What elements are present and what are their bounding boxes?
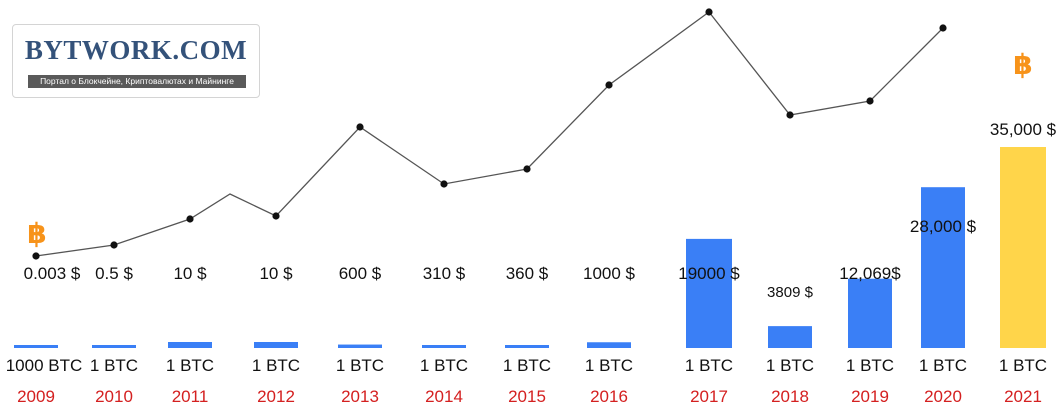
trend-line [35, 11, 944, 257]
price-label: 19000 $ [678, 264, 740, 283]
trend-point-2013 [356, 123, 364, 131]
trend-point-2020 [939, 24, 947, 32]
price-label: 310 $ [423, 264, 466, 283]
bar-2015 [505, 345, 549, 348]
amount-label: 1 BTC [585, 356, 633, 375]
bar-2019 [848, 278, 892, 348]
year-label: 2019 [851, 387, 889, 406]
year-label: 2012 [257, 387, 295, 406]
trend-point-2010 [110, 241, 118, 249]
bar-2017 [686, 238, 732, 348]
price-label: 0.5 $ [95, 264, 133, 283]
bitcoin-icon: ฿ [27, 217, 46, 250]
year-label: 2015 [508, 387, 546, 406]
price-label: 28,000 $ [910, 217, 977, 236]
year-label: 2010 [95, 387, 133, 406]
trend-point-2017 [705, 8, 713, 16]
trend-point-2014 [440, 180, 448, 188]
logo-tagline: Портал о Блокчейне, Криптовалютах и Майн… [28, 75, 246, 88]
price-label: 0.003 $ [24, 264, 81, 283]
amount-label: 1 BTC [503, 356, 551, 375]
amount-label: 1 BTC [999, 356, 1047, 375]
price-label: 12,069$ [839, 264, 901, 283]
bar-2009 [14, 345, 58, 348]
bar-2018 [768, 326, 812, 348]
trend-point-2009 [32, 252, 40, 260]
year-label: 2013 [341, 387, 379, 406]
trend-point-2012 [272, 212, 280, 220]
amount-label: 1000 BTC [6, 356, 83, 375]
bar-2021 [1000, 147, 1046, 348]
price-label: 600 $ [339, 264, 382, 283]
bar-2016 [587, 342, 631, 348]
year-label: 2020 [924, 387, 962, 406]
amount-label: 1 BTC [685, 356, 733, 375]
price-label: 3809 $ [767, 284, 814, 301]
bar-2011 [168, 342, 212, 348]
price-label: 35,000 $ [990, 120, 1056, 139]
amount-label: 1 BTC [420, 356, 468, 375]
bar-2010 [92, 345, 136, 348]
year-label: 2018 [771, 387, 809, 406]
year-label: 2016 [590, 387, 628, 406]
amount-label: 1 BTC [919, 356, 967, 375]
year-label: 2011 [172, 387, 209, 406]
trend-point-2019 [866, 97, 874, 105]
year-label: 2014 [425, 387, 463, 406]
logo-name: BYTWORK.COM [24, 35, 248, 65]
price-label: 10 $ [173, 264, 207, 283]
trend-point-2011 [186, 215, 194, 223]
amount-label: 1 BTC [846, 356, 894, 375]
price-label: 10 $ [259, 264, 293, 283]
amount-label: 1 BTC [252, 356, 300, 375]
trend-point-2016 [605, 81, 613, 89]
site-logo: BYTWORK.COM Портал о Блокчейне, Криптова… [12, 24, 260, 98]
trend-point-2018 [786, 111, 794, 119]
bar-2014 [422, 345, 466, 348]
bitcoin-icon: ฿ [1013, 48, 1032, 81]
bar-2013 [338, 344, 382, 348]
price-label: 360 $ [506, 264, 549, 283]
year-label: 2021 [1004, 387, 1042, 406]
bar-2020 [921, 187, 965, 348]
amount-label: 1 BTC [166, 356, 214, 375]
year-label: 2017 [690, 387, 728, 406]
price-label: 1000 $ [583, 264, 636, 283]
amount-label: 1 BTC [336, 356, 384, 375]
amount-label: 1 BTC [90, 356, 138, 375]
year-label: 2009 [17, 387, 55, 406]
bar-2012 [254, 342, 298, 348]
trend-point-2015 [523, 165, 531, 173]
amount-label: 1 BTC [766, 356, 814, 375]
